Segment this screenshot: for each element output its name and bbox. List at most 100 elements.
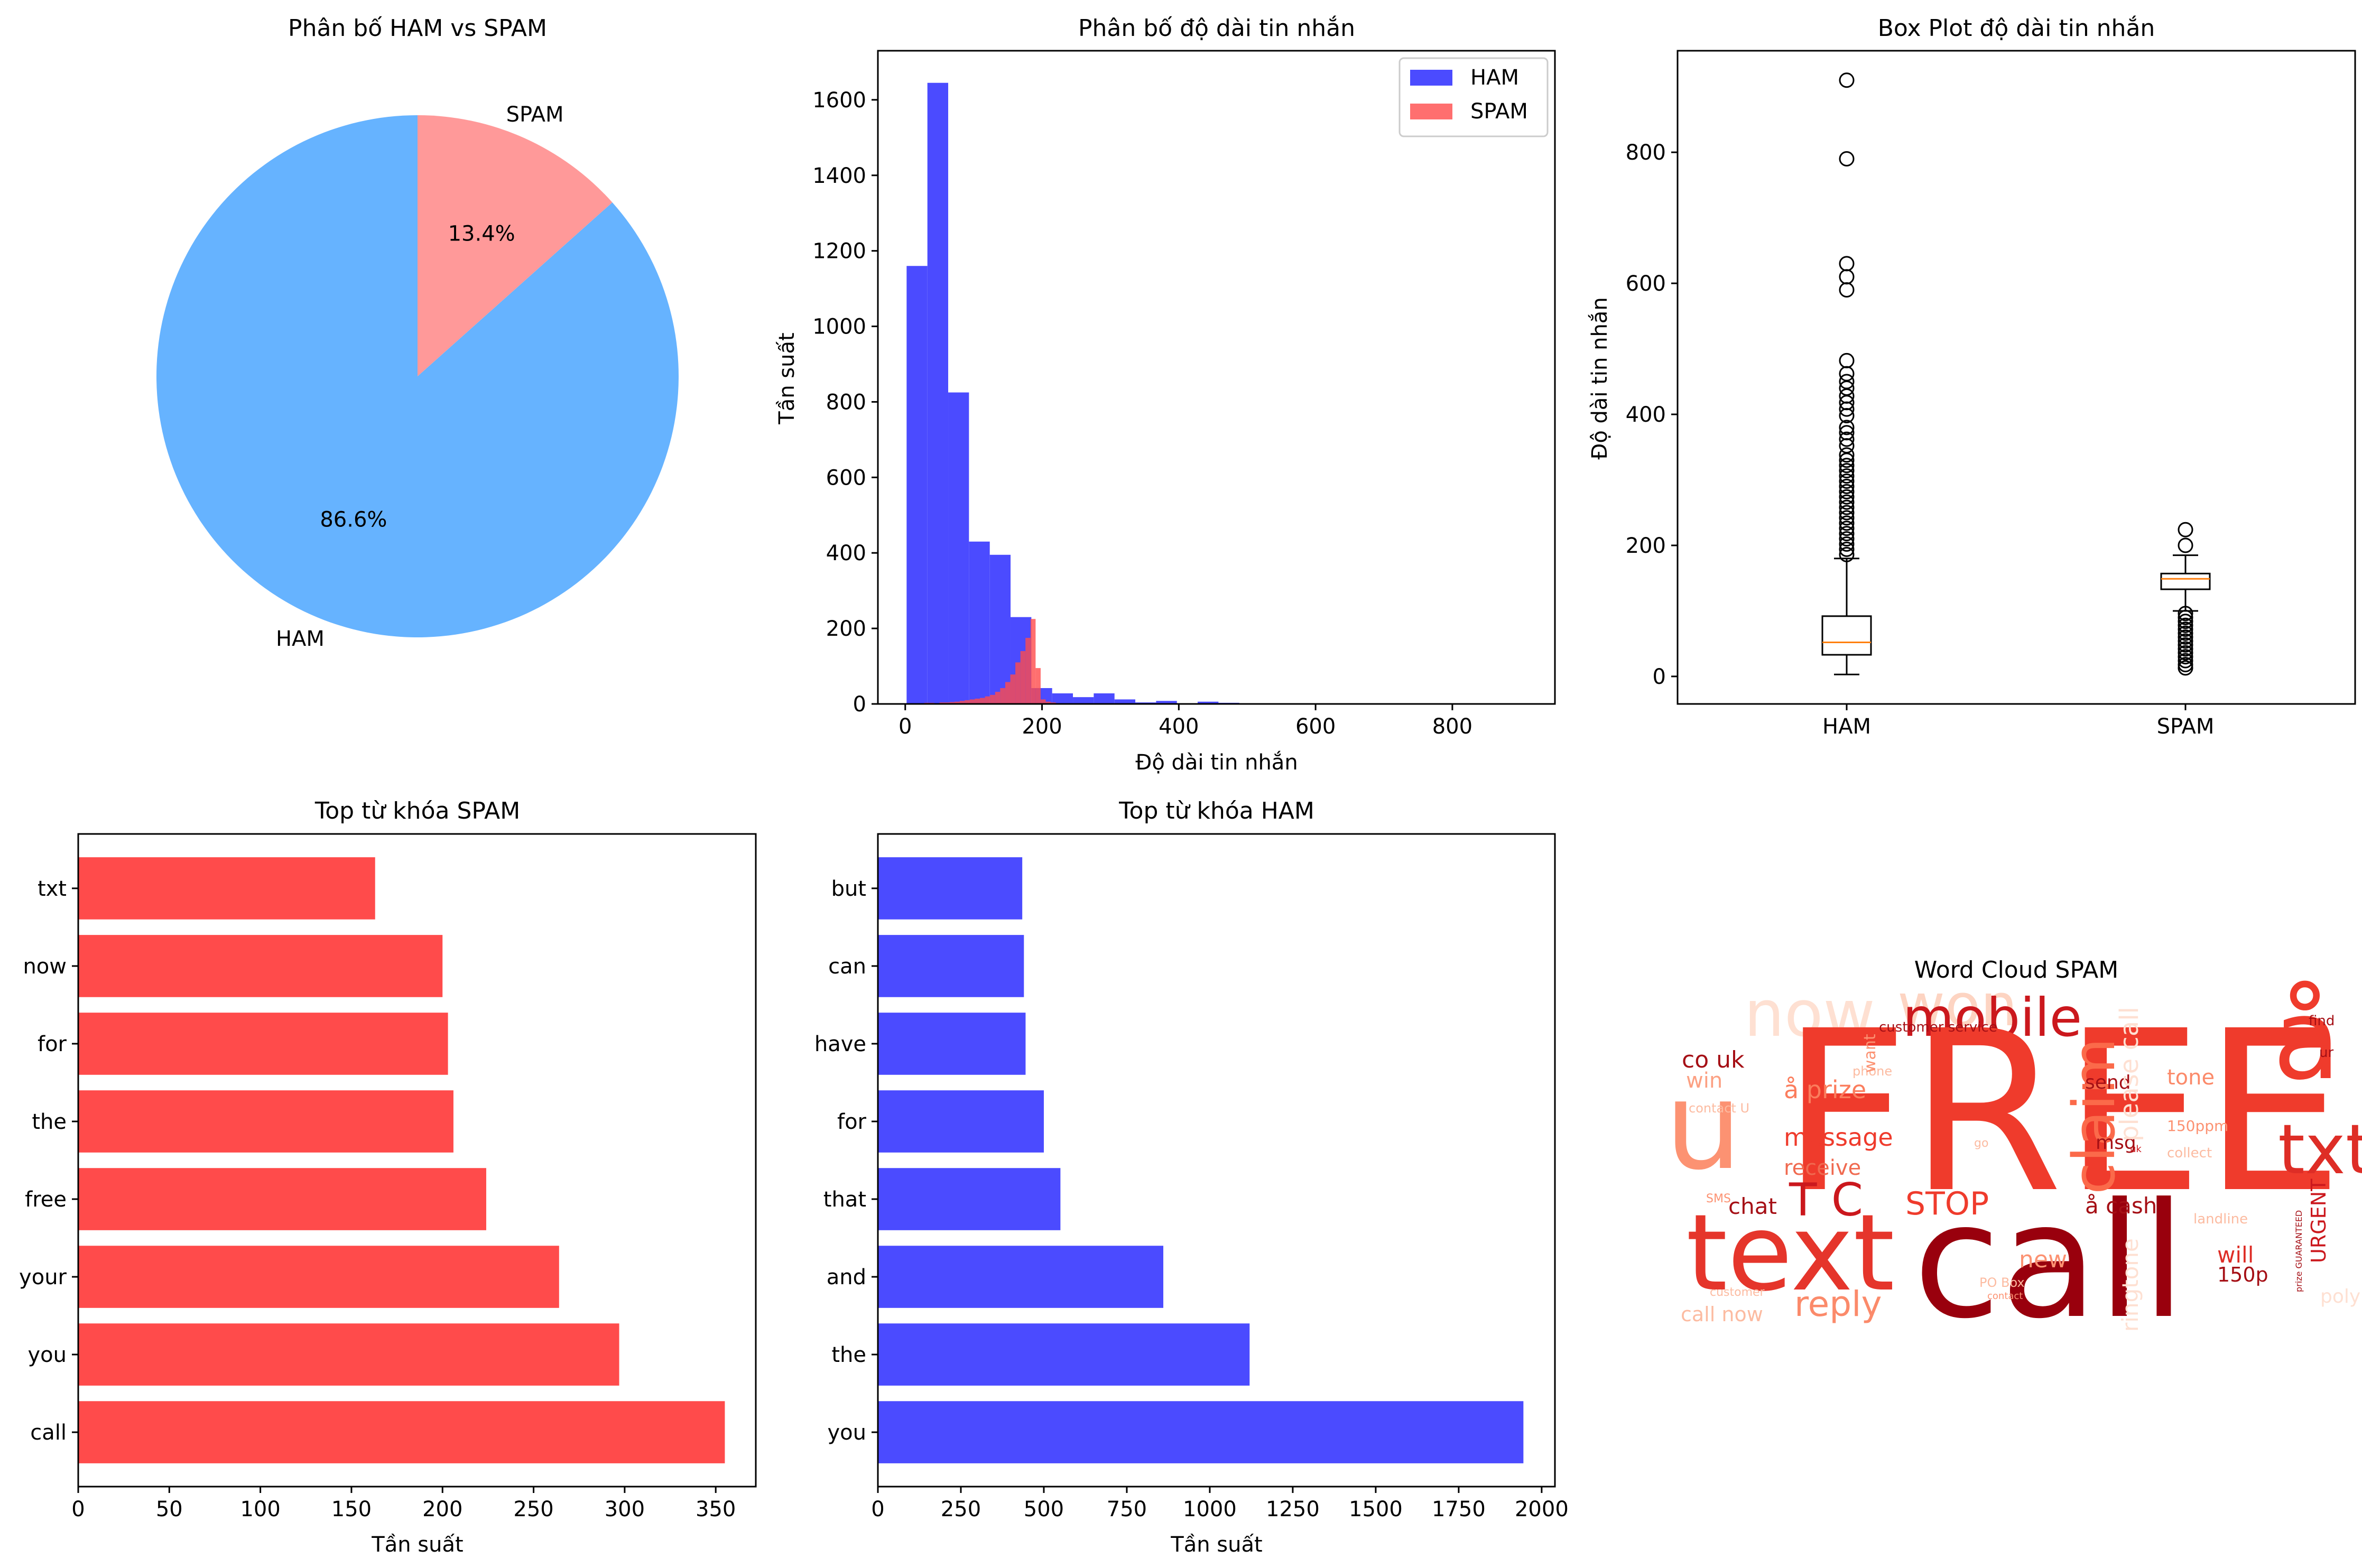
hist-xtick-label: 400 (1159, 715, 1199, 739)
wordcloud-word: phone (1852, 1064, 1892, 1079)
hist-axes-frame (877, 50, 1556, 705)
spam-words-bar (78, 1401, 725, 1463)
hist-xlabel: Độ dài tin nhắn (1135, 750, 1298, 775)
wordcloud-word: contact (1987, 1291, 2023, 1302)
wordcloud-word: uk (2130, 1144, 2142, 1155)
hist-title: Phân bố độ dài tin nhắn (1078, 15, 1355, 42)
box-outlier-spam (2178, 633, 2193, 649)
wordcloud-word: ringtone (2117, 1238, 2143, 1332)
ham-words-panel: Top từ khóa HAM you the and that for have can b… (814, 797, 1569, 1557)
wordcloud-word: win (1686, 1069, 1722, 1093)
box-outlier-ham (1839, 401, 1855, 417)
box-outlier-ham (1839, 408, 1855, 424)
hist-bar-spam (969, 699, 975, 704)
wordcloud-word: will (2217, 1242, 2254, 1268)
box-iqr-ham (1821, 615, 1872, 656)
ham-words-bar (878, 1246, 1164, 1308)
box-axes-frame (1676, 50, 2356, 705)
hist-bar-ham (1114, 699, 1136, 704)
box-outlier-ham (1839, 510, 1855, 526)
box-outlier-ham (1839, 484, 1855, 499)
wordcloud-word: URGENT (2307, 1179, 2330, 1263)
box-outlier-ham (1839, 531, 1855, 547)
box-outlier-ham (1839, 447, 1855, 463)
wordcloud-word: collect (2167, 1145, 2212, 1161)
hist-bar-spam (965, 700, 970, 704)
ham-words-xtick-label: 0 (871, 1497, 884, 1521)
box-ytick-label: 400 (1626, 403, 1666, 427)
wordcloud-word: 150ppm (2167, 1117, 2228, 1135)
pie-panel: Phân bố HAM vs SPAM 86.6% HAM 13.4% SPAM (156, 15, 679, 651)
wordcloud-word: tone (2167, 1065, 2215, 1090)
wordcloud-word: new (2019, 1246, 2067, 1273)
wordcloud-word: landline (2193, 1211, 2248, 1227)
box-outlier-ham (1839, 505, 1855, 521)
box-outlier-ham (1839, 452, 1855, 468)
wordcloud-word: want (1861, 1034, 1879, 1073)
hist-xtick-label: 0 (899, 715, 912, 739)
wordcloud-word: T C (1789, 1174, 1863, 1227)
box-outlier-spam (2178, 637, 2193, 653)
spam-words-panel: Top từ khóa SPAM call you your free the for no… (19, 797, 757, 1557)
box-outlier-spam (2178, 660, 2193, 676)
pie-slice-spam (418, 115, 613, 376)
box-outlier-ham (1839, 478, 1855, 494)
hist-bar-ham (1156, 701, 1177, 704)
box-outlier-ham (1839, 499, 1855, 515)
ham-words-xtick-label: 2000 (1515, 1497, 1569, 1521)
wordcloud-word: call now (1681, 1303, 1763, 1326)
box-outlier-spam (2178, 621, 2193, 637)
box-outlier-ham (1839, 536, 1855, 552)
spam-words-xtick-label: 250 (513, 1497, 553, 1521)
hist-legend: HAM SPAM (1398, 57, 1549, 137)
spam-words-bar (78, 1323, 619, 1386)
hist-bar-spam (959, 701, 965, 704)
box-outlier-ham (1839, 431, 1855, 447)
box-ytick-label: 600 (1626, 272, 1666, 296)
spam-words-xtick-label: 200 (422, 1497, 462, 1521)
hist-legend-label-ham: HAM (1470, 66, 1519, 90)
wordcloud-word: customer (1710, 1286, 1765, 1299)
ham-words-ytick-label: that (823, 1187, 866, 1212)
pie-pct-spam: 13.4% (448, 221, 515, 246)
ham-words-bar (878, 935, 1024, 997)
box-ytick-label: 800 (1626, 141, 1666, 165)
hist-ylabel: Tần suất (775, 332, 799, 424)
hist-ytick-label: 0 (853, 692, 866, 717)
ham-words-xtick-label: 1250 (1266, 1497, 1320, 1521)
hist-ytick-label: 1600 (812, 88, 866, 113)
box-outlier-spam (2178, 617, 2193, 633)
hist-panel: Phân bố độ dài tin nhắn 0 200 400 600 800 0 20… (775, 15, 1556, 775)
box-outlier-ham (1839, 151, 1855, 167)
box-iqr-spam (2160, 572, 2211, 590)
hist-xtick-label: 800 (1432, 715, 1472, 739)
wordcloud-word: please call (2115, 1007, 2144, 1142)
box-title: Box Plot độ dài tin nhắn (1878, 15, 2155, 42)
wordcloud-word: text (1686, 1192, 1895, 1315)
spam-words-ytick-label: txt (38, 877, 67, 901)
hist-bar-ham (927, 82, 949, 704)
spam-words-bar (78, 935, 443, 997)
wordcloud-word: customer service (1879, 1019, 1997, 1035)
ham-words-xlabel: Tần suất (1170, 1533, 1262, 1557)
pie-title: Phân bố HAM vs SPAM (288, 15, 547, 42)
hist-bar-spam (990, 694, 995, 704)
ham-words-xtick-label: 750 (1107, 1497, 1147, 1521)
spam-words-bar (78, 857, 375, 920)
spam-words-ytick-label: now (23, 954, 67, 979)
ham-words-bar (878, 1168, 1061, 1230)
box-outlier-spam (2178, 653, 2193, 669)
hist-bar-spam (1030, 619, 1036, 704)
spam-words-xtick-label: 100 (240, 1497, 280, 1521)
ham-words-ytick-label: and (827, 1265, 866, 1289)
hist-bar-spam (975, 698, 980, 704)
hist-bar-spam (1045, 701, 1051, 704)
hist-bar-ham (969, 541, 990, 704)
ham-words-ytick-label: can (828, 954, 866, 979)
hist-bar-spam (955, 701, 960, 704)
wordcloud-word: SMS (1706, 1192, 1731, 1205)
hist-bar-spam (949, 702, 955, 704)
pie-pct-ham: 86.6% (320, 508, 387, 532)
